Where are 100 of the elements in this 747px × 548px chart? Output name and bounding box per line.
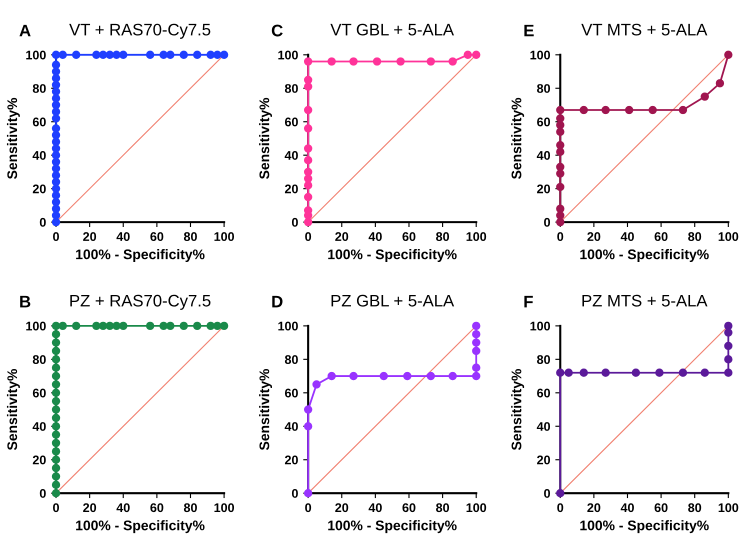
x-tick-label: 20 [335, 232, 348, 242]
point [448, 57, 457, 66]
y-tick-label: 40 [32, 151, 46, 160]
x-tick-label: 20 [83, 503, 96, 512]
point [556, 368, 564, 377]
point [472, 322, 480, 330]
point [52, 74, 60, 82]
point [472, 364, 480, 372]
point [52, 114, 60, 123]
point [112, 50, 121, 59]
point [304, 106, 312, 114]
y-tick-label: 0 [40, 218, 46, 227]
x-axis-title: 100% - Specificity% [580, 520, 709, 534]
point [724, 342, 732, 350]
point [52, 480, 60, 489]
point [426, 372, 435, 380]
point [724, 322, 732, 330]
point [700, 92, 709, 101]
x-tick-label: 60 [402, 232, 416, 242]
point [556, 182, 564, 192]
point [52, 164, 60, 173]
point [52, 191, 60, 200]
point [159, 322, 168, 330]
point [655, 368, 664, 377]
point [426, 57, 435, 66]
chart-title: VT GBL + 5-ALA [330, 24, 454, 36]
y-tick-label: 100 [26, 322, 46, 331]
x-tick-label: 80 [184, 232, 197, 242]
y-tick-label: 80 [284, 84, 298, 93]
x-axis-title: 100% - Specificity% [76, 249, 205, 262]
point [52, 380, 60, 389]
x-tick-label: 60 [654, 232, 668, 242]
point [52, 151, 60, 160]
y-tick-label: 0 [40, 489, 46, 498]
point [624, 106, 634, 114]
y-tick-label: 40 [284, 151, 298, 160]
point [724, 368, 732, 377]
point [52, 430, 60, 439]
point [52, 87, 60, 96]
point [92, 322, 101, 330]
point [52, 422, 60, 430]
point [304, 174, 312, 183]
point [52, 405, 60, 414]
x-tick-label: 100 [718, 232, 738, 242]
point [146, 50, 154, 59]
point [52, 364, 60, 372]
point [52, 456, 60, 464]
y-tick-label: 0 [544, 218, 550, 227]
point [52, 397, 60, 406]
point [349, 372, 358, 380]
y-tick-label: 40 [536, 151, 550, 160]
point [304, 76, 312, 84]
point [52, 211, 60, 220]
point [716, 79, 724, 88]
point [166, 322, 174, 330]
point [678, 368, 688, 377]
point [380, 372, 388, 380]
y-tick-label: 40 [284, 422, 298, 431]
x-tick-label: 0 [305, 232, 312, 242]
point [372, 57, 382, 66]
y-axis-title: Sensitivity% [511, 368, 524, 450]
point [472, 372, 480, 380]
x-tick-label: 0 [53, 232, 59, 242]
point [52, 80, 60, 90]
x-axis-title: 100% - Specificity% [580, 249, 709, 262]
x-tick-label: 80 [436, 232, 450, 242]
point [328, 57, 336, 66]
point [556, 211, 564, 220]
point [724, 50, 732, 59]
x-tick-label: 100 [466, 503, 486, 512]
point [304, 124, 312, 133]
point [349, 57, 358, 66]
y-tick-label: 100 [530, 322, 550, 331]
y-axis-title: Sensitivity% [511, 98, 524, 179]
point [556, 106, 564, 114]
point [206, 50, 215, 59]
x-tick-label: 80 [184, 503, 197, 512]
y-tick-label: 0 [292, 489, 298, 498]
y-tick-label: 100 [278, 50, 298, 60]
point [601, 106, 610, 114]
point [52, 60, 60, 70]
text: A [19, 24, 31, 36]
chart-title: PZ + RAS70-Cy7.5 [70, 294, 210, 310]
point [52, 171, 60, 180]
point [106, 50, 114, 59]
point [52, 472, 60, 481]
y-tick-label: 40 [32, 422, 46, 431]
y-tick-label: 20 [537, 184, 550, 194]
y-tick-label: 20 [537, 456, 550, 464]
point [580, 368, 588, 377]
point [724, 328, 732, 337]
y-tick-label: 20 [32, 456, 46, 464]
x-tick-label: 0 [305, 503, 312, 512]
point [304, 168, 312, 176]
point [72, 322, 80, 330]
y-tick-label: 100 [530, 50, 550, 60]
y-tick-label: 80 [284, 355, 298, 364]
point [72, 50, 80, 59]
point [678, 106, 688, 114]
x-tick-label: 100 [214, 503, 234, 512]
